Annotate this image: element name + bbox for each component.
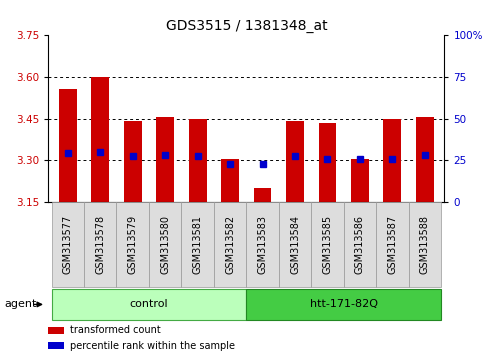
Text: GSM313579: GSM313579 bbox=[128, 215, 138, 274]
FancyBboxPatch shape bbox=[84, 202, 116, 287]
FancyBboxPatch shape bbox=[279, 202, 311, 287]
Bar bbox=[124, 121, 142, 202]
Text: percentile rank within the sample: percentile rank within the sample bbox=[70, 341, 235, 351]
Title: GDS3515 / 1381348_at: GDS3515 / 1381348_at bbox=[166, 19, 327, 33]
Bar bbox=[91, 77, 109, 202]
Bar bbox=[351, 159, 369, 202]
Text: GSM313580: GSM313580 bbox=[160, 215, 170, 274]
Bar bbox=[254, 188, 271, 202]
Bar bbox=[221, 159, 239, 202]
FancyBboxPatch shape bbox=[52, 289, 246, 320]
Text: GSM313577: GSM313577 bbox=[63, 215, 73, 274]
Bar bbox=[416, 117, 434, 202]
FancyBboxPatch shape bbox=[214, 202, 246, 287]
Text: control: control bbox=[129, 299, 168, 309]
FancyBboxPatch shape bbox=[52, 202, 84, 287]
FancyBboxPatch shape bbox=[116, 202, 149, 287]
FancyBboxPatch shape bbox=[409, 202, 441, 287]
Text: htt-171-82Q: htt-171-82Q bbox=[310, 299, 378, 309]
Text: GSM313584: GSM313584 bbox=[290, 215, 300, 274]
Bar bbox=[189, 119, 207, 202]
Text: GSM313582: GSM313582 bbox=[225, 215, 235, 274]
Text: transformed count: transformed count bbox=[70, 325, 161, 336]
Text: GSM313586: GSM313586 bbox=[355, 215, 365, 274]
Bar bbox=[384, 119, 401, 202]
Bar bbox=[59, 90, 77, 202]
FancyBboxPatch shape bbox=[149, 202, 182, 287]
Bar bbox=[319, 123, 337, 202]
Text: GSM313587: GSM313587 bbox=[387, 215, 398, 274]
Bar bbox=[286, 121, 304, 202]
Text: GSM313578: GSM313578 bbox=[95, 215, 105, 274]
FancyBboxPatch shape bbox=[344, 202, 376, 287]
FancyBboxPatch shape bbox=[376, 202, 409, 287]
Text: GSM313581: GSM313581 bbox=[193, 215, 203, 274]
FancyBboxPatch shape bbox=[48, 327, 64, 334]
Text: GSM313588: GSM313588 bbox=[420, 215, 430, 274]
Text: GSM313583: GSM313583 bbox=[257, 215, 268, 274]
FancyBboxPatch shape bbox=[246, 289, 441, 320]
FancyBboxPatch shape bbox=[246, 202, 279, 287]
Text: agent: agent bbox=[5, 299, 37, 309]
Text: GSM313585: GSM313585 bbox=[323, 215, 332, 274]
Bar bbox=[156, 117, 174, 202]
FancyBboxPatch shape bbox=[182, 202, 214, 287]
FancyBboxPatch shape bbox=[48, 342, 64, 349]
FancyBboxPatch shape bbox=[311, 202, 344, 287]
